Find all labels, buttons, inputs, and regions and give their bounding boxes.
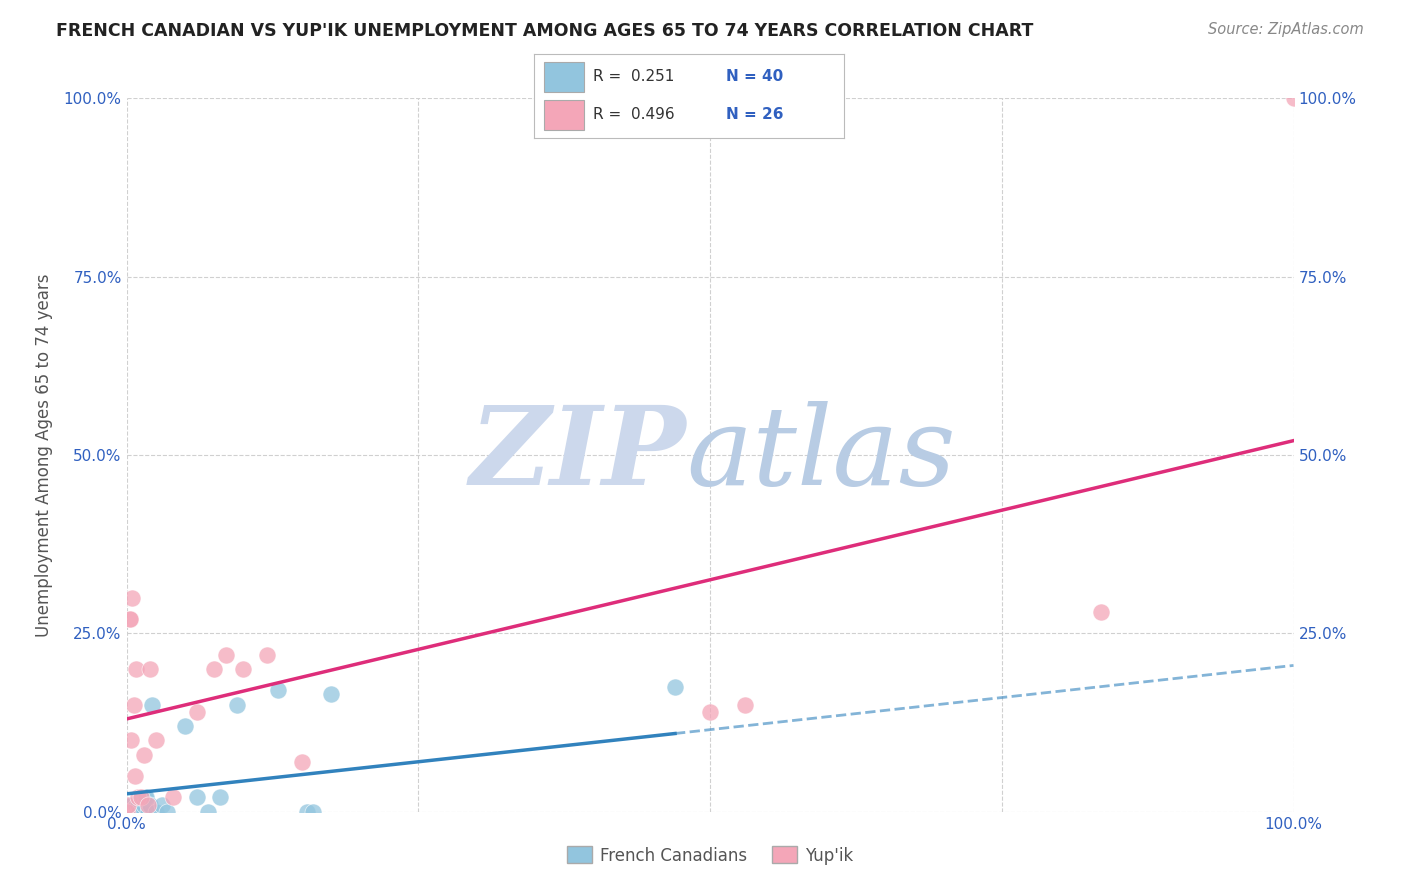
Point xyxy=(162,790,184,805)
Point xyxy=(136,805,159,819)
Point xyxy=(664,680,686,694)
Text: Source: ZipAtlas.com: Source: ZipAtlas.com xyxy=(1208,22,1364,37)
Point xyxy=(141,698,163,712)
Point xyxy=(117,805,139,819)
Point xyxy=(150,797,173,812)
Point xyxy=(128,805,150,819)
Y-axis label: Unemployment Among Ages 65 to 74 years: Unemployment Among Ages 65 to 74 years xyxy=(35,273,52,637)
Text: R =  0.251: R = 0.251 xyxy=(593,70,675,85)
Point xyxy=(135,790,157,805)
Text: N = 26: N = 26 xyxy=(725,107,783,122)
Bar xyxy=(544,100,583,130)
Point xyxy=(267,683,290,698)
Point xyxy=(129,790,152,805)
Point xyxy=(156,805,179,819)
Point xyxy=(136,797,159,812)
Point xyxy=(132,797,155,812)
Text: N = 40: N = 40 xyxy=(725,70,783,85)
Point xyxy=(115,805,138,819)
Point xyxy=(197,805,219,819)
Point xyxy=(232,662,254,676)
Point xyxy=(118,801,141,815)
Point xyxy=(115,805,138,819)
Point xyxy=(1090,605,1112,619)
Point xyxy=(122,805,145,819)
Point xyxy=(122,801,145,815)
Point xyxy=(120,805,142,819)
Point xyxy=(215,648,238,662)
Point xyxy=(186,790,208,805)
Point xyxy=(125,805,148,819)
Point xyxy=(124,769,146,783)
Point xyxy=(202,662,225,676)
Point xyxy=(124,805,146,819)
Point xyxy=(118,805,141,819)
Point xyxy=(290,755,312,769)
Point xyxy=(256,648,278,662)
Legend: French Canadians, Yup'ik: French Canadians, Yup'ik xyxy=(560,839,860,871)
Point xyxy=(734,698,756,712)
Point xyxy=(121,591,143,605)
Point xyxy=(226,698,249,712)
Point xyxy=(127,797,149,812)
Point xyxy=(186,705,208,719)
Point xyxy=(120,801,142,815)
Point xyxy=(297,805,319,819)
Point xyxy=(132,747,155,762)
Point xyxy=(1282,91,1305,105)
Point xyxy=(208,790,231,805)
Point xyxy=(139,797,162,812)
Text: atlas: atlas xyxy=(686,401,956,508)
Point xyxy=(174,719,197,733)
Point xyxy=(118,805,141,819)
Point xyxy=(145,733,167,747)
Point xyxy=(118,612,141,626)
Point xyxy=(122,698,145,712)
Point xyxy=(118,797,141,812)
Point xyxy=(302,805,325,819)
Point xyxy=(120,733,142,747)
Bar xyxy=(544,62,583,92)
Text: R =  0.496: R = 0.496 xyxy=(593,107,675,122)
Point xyxy=(117,797,139,812)
Point xyxy=(121,797,143,812)
Text: ZIP: ZIP xyxy=(470,401,686,508)
Point xyxy=(139,662,162,676)
Point xyxy=(131,805,153,819)
Point xyxy=(121,805,143,819)
Text: FRENCH CANADIAN VS YUP'IK UNEMPLOYMENT AMONG AGES 65 TO 74 YEARS CORRELATION CHA: FRENCH CANADIAN VS YUP'IK UNEMPLOYMENT A… xyxy=(56,22,1033,40)
Point xyxy=(129,792,152,806)
Point xyxy=(127,805,149,819)
Point xyxy=(319,687,342,701)
Point xyxy=(125,662,148,676)
Point xyxy=(145,805,167,819)
Point xyxy=(134,790,156,805)
Point xyxy=(125,805,148,819)
Point xyxy=(699,705,721,719)
Point xyxy=(118,612,141,626)
Point xyxy=(125,799,148,814)
Point xyxy=(127,790,149,805)
